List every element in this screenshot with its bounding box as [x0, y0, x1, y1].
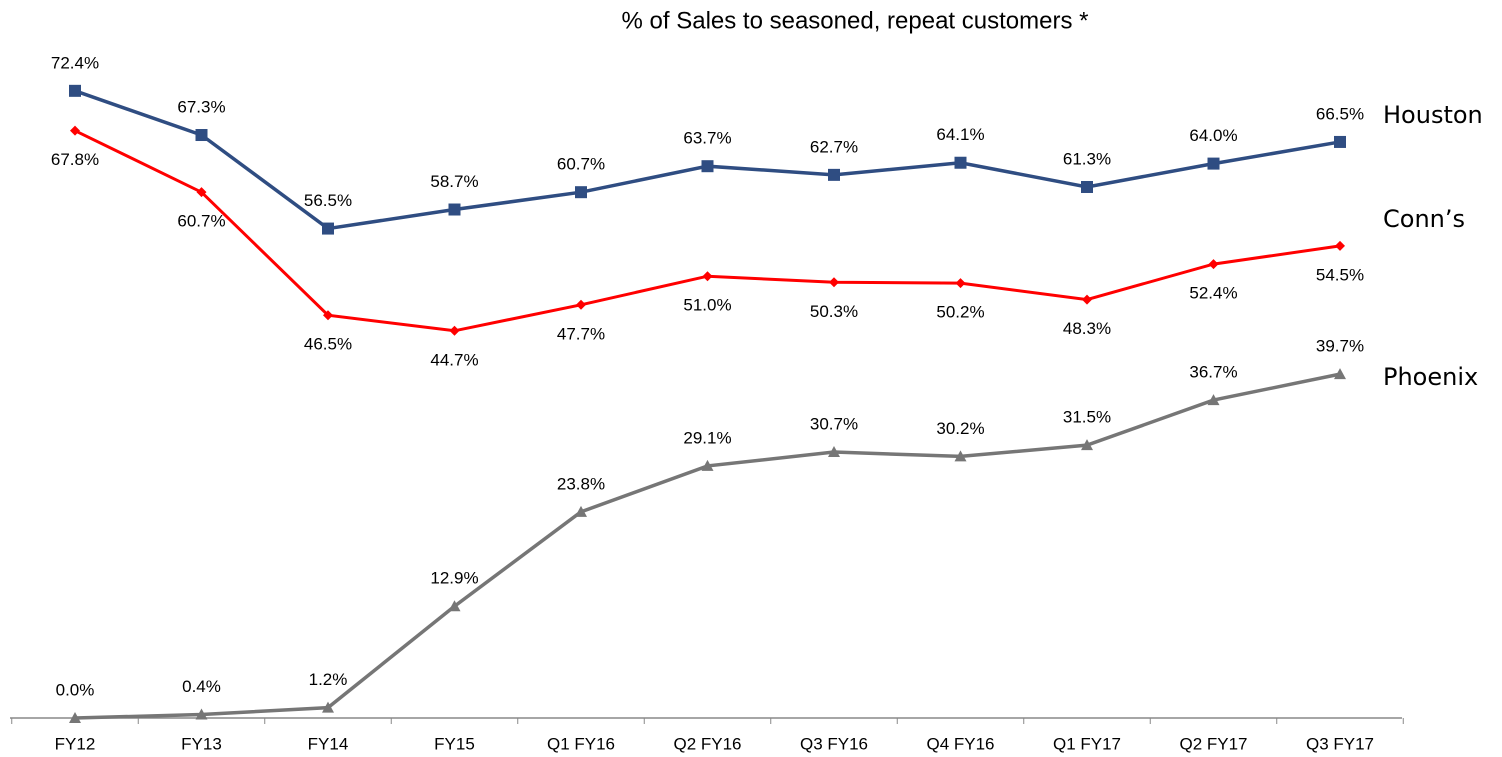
marker	[69, 84, 81, 97]
marker	[195, 708, 208, 720]
value-label: 67.3%	[177, 97, 225, 116]
value-label: 60.7%	[557, 155, 605, 174]
value-label: 61.3%	[1063, 149, 1111, 168]
x-tick-label: Q2 FY17	[1179, 734, 1247, 753]
value-label: 58.7%	[430, 172, 478, 191]
value-label: 12.9%	[430, 569, 478, 588]
marker	[1082, 294, 1092, 305]
marker	[955, 278, 966, 289]
marker	[449, 325, 460, 336]
marker	[195, 129, 208, 142]
series-name: Phoenix	[1383, 363, 1478, 391]
marker	[322, 701, 334, 713]
x-tick-label: Q1 FY16	[547, 734, 615, 753]
x-tick-label: Q1 FY17	[1053, 734, 1121, 753]
value-label: 64.0%	[1189, 126, 1237, 145]
marker	[575, 186, 587, 199]
value-label: 72.4%	[51, 53, 99, 72]
marker	[448, 600, 461, 612]
x-tick-label: Q3 FY17	[1306, 734, 1374, 753]
value-label: 23.8%	[557, 474, 605, 493]
value-label: 66.5%	[1316, 104, 1364, 123]
series-line	[74, 372, 1341, 720]
marker	[702, 271, 713, 282]
value-label: 62.7%	[810, 137, 858, 156]
value-label: 36.7%	[1189, 363, 1237, 382]
value-label: 0.0%	[56, 680, 95, 699]
value-label: 60.7%	[177, 212, 225, 231]
value-label: 44.7%	[430, 350, 478, 369]
marker	[954, 156, 967, 169]
marker	[954, 450, 967, 462]
value-label: 1.2%	[309, 670, 348, 689]
x-tick-label: FY15	[434, 734, 475, 753]
marker	[575, 505, 587, 517]
value-label: 64.1%	[936, 125, 984, 144]
marker	[1208, 259, 1219, 270]
chart-title: % of Sales to seasoned, repeat customers…	[622, 7, 1089, 34]
marker	[322, 222, 334, 235]
value-label: 39.7%	[1316, 337, 1364, 356]
marker	[828, 446, 840, 458]
marker	[1081, 180, 1093, 193]
x-tick-label: Q4 FY16	[926, 734, 994, 753]
value-label: 30.2%	[936, 419, 984, 438]
marker	[69, 712, 81, 723]
marker	[196, 187, 207, 198]
value-label: 48.3%	[1063, 319, 1111, 338]
marker	[70, 125, 80, 136]
value-label: 50.3%	[810, 302, 858, 321]
marker	[829, 277, 839, 288]
marker	[1207, 394, 1220, 406]
marker	[701, 459, 714, 471]
x-tick-label: FY12	[55, 734, 96, 753]
marker	[1207, 157, 1220, 170]
value-label: 30.7%	[810, 415, 858, 434]
x-tick-label: Q3 FY16	[800, 734, 868, 753]
marker	[828, 168, 840, 181]
value-label: 0.4%	[182, 677, 221, 696]
value-label: 63.7%	[683, 129, 731, 148]
x-tick-label: Q2 FY16	[673, 734, 741, 753]
value-label: 47.7%	[557, 324, 605, 343]
marker	[323, 310, 333, 321]
marker	[1081, 439, 1093, 451]
value-label: 52.4%	[1189, 284, 1237, 303]
marker	[1334, 368, 1346, 380]
value-label: 46.5%	[304, 335, 352, 354]
series-name: Houston	[1383, 101, 1483, 129]
value-label: 51.0%	[683, 296, 731, 315]
x-tick-label: FY13	[181, 734, 222, 753]
marker	[576, 299, 586, 310]
value-label: 67.8%	[51, 150, 99, 169]
marker	[1334, 135, 1346, 148]
value-label: 50.2%	[936, 303, 984, 322]
x-tick-label: FY14	[308, 734, 349, 753]
series-line	[74, 89, 1341, 231]
value-label: 56.5%	[304, 191, 352, 210]
series-name: Conn’s	[1383, 205, 1465, 233]
marker	[1335, 240, 1345, 251]
marker	[701, 160, 714, 173]
value-label: 29.1%	[683, 428, 731, 447]
value-label: 31.5%	[1063, 408, 1111, 427]
value-label: 54.5%	[1316, 265, 1364, 284]
marker	[448, 203, 461, 216]
